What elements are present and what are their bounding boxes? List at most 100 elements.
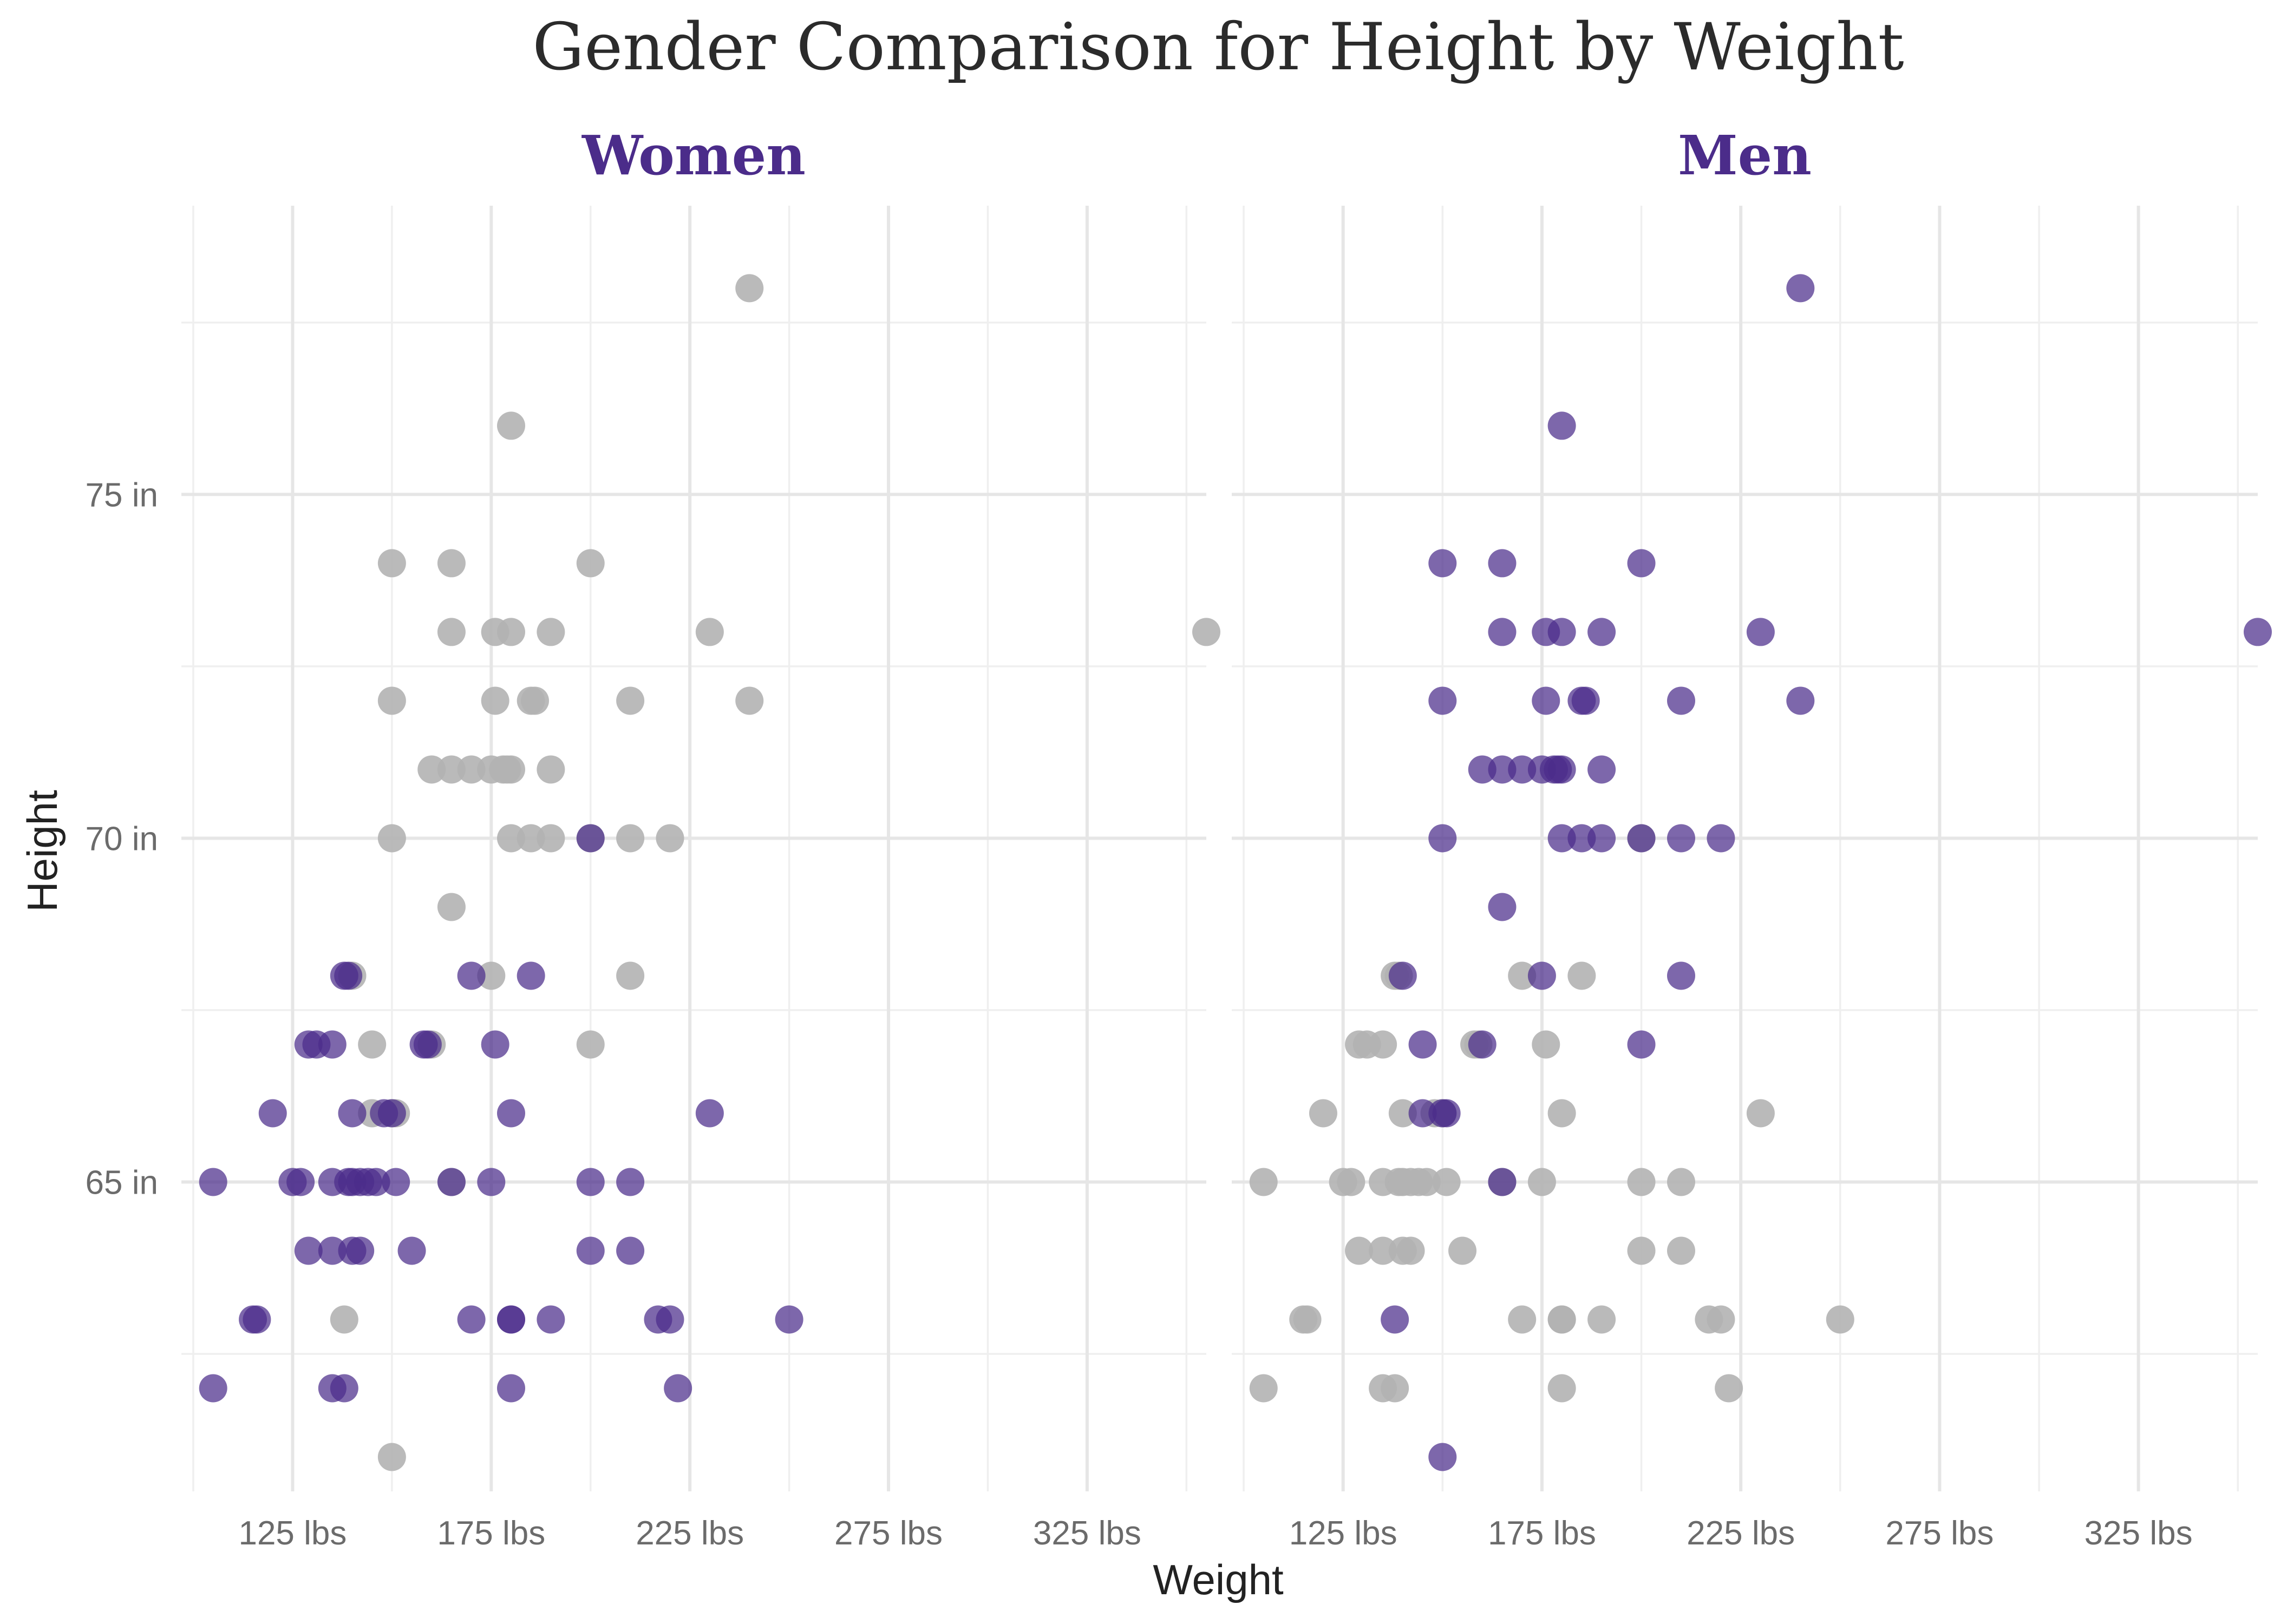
point-men-highlight [1627,549,1656,578]
point-men-highlight [1381,1305,1409,1334]
point-women-highlight [338,1099,367,1128]
point-men-highlight [1667,824,1695,853]
point-men-highlight [1468,755,1497,784]
point-women-highlight [477,1168,506,1196]
point-women-highlight [286,1168,315,1196]
point-men-context [437,549,466,578]
point-men-context [358,1030,387,1059]
panel-women: 125 lbs 175 lbs 225 lbs 275 lbs 325 lbs 65 in… [86,123,1220,1552]
point-men-highlight [1667,961,1695,990]
x-tick-label: 325 lbs [1033,1515,1141,1552]
point-women-context [1587,1305,1616,1334]
point-women-highlight [457,1305,486,1334]
point-women-highlight [258,1099,287,1128]
point-men-highlight [1428,1443,1457,1471]
point-women-context [1388,1099,1417,1128]
y-tick-label: 65 in [86,1164,158,1201]
point-women-context [1667,1236,1695,1265]
point-men-highlight [1547,411,1576,440]
point-men-highlight [1428,549,1457,578]
point-men-context [437,893,466,921]
point-men-context [537,618,565,646]
point-men-context [330,1305,358,1334]
point-men-highlight [1388,961,1417,990]
point-men-context [496,755,525,784]
point-men-context [521,686,550,715]
point-men-highlight [1786,686,1815,715]
x-tick-label: 175 lbs [437,1515,545,1552]
point-women-highlight [199,1374,227,1403]
point-men-context [481,686,509,715]
x-tick-label: 225 lbs [636,1515,744,1552]
point-women-context [1432,1168,1461,1196]
point-women-highlight [496,1305,525,1334]
point-men-context [517,824,545,853]
point-men-highlight [1488,618,1517,646]
point-women-highlight [517,961,545,990]
point-men-highlight [1532,686,1560,715]
point-women-context [1547,1374,1576,1403]
point-men-context [377,686,406,715]
y-axis-title: Height [18,790,66,912]
point-women-highlight [294,1236,323,1265]
point-men-context [377,824,406,853]
point-men-highlight [1786,274,1815,303]
point-women-highlight [382,1168,410,1196]
point-men-context [576,549,605,578]
point-men-highlight [1587,618,1616,646]
point-women-highlight [397,1236,426,1265]
x-tick-label: 325 lbs [2084,1515,2193,1552]
point-men-context [656,824,684,853]
point-women-context [1396,1236,1425,1265]
point-men-highlight [1527,961,1556,990]
point-women-highlight [334,961,363,990]
point-women-highlight [481,1030,509,1059]
point-women-context [1746,1099,1775,1128]
point-women-highlight [496,1099,525,1128]
point-men-context [496,618,525,646]
point-men-context [496,411,525,440]
point-men-context [437,618,466,646]
point-women-highlight [664,1374,692,1403]
y-tick-label: 75 in [86,476,158,514]
point-women-highlight [330,1374,358,1403]
point-women-context [1667,1168,1695,1196]
point-women-context [1369,1030,1397,1059]
point-men-context [377,1443,406,1471]
chart-title: Gender Comparison for Height by Weight [532,10,1904,85]
point-men-context [616,824,645,853]
point-women-highlight [413,1030,442,1059]
point-men-context [576,1030,605,1059]
point-men-highlight [1627,824,1656,853]
point-women-highlight [775,1305,803,1334]
point-women-highlight [457,961,486,990]
point-men-highlight [1408,1030,1437,1059]
point-women-context [1508,961,1537,990]
point-men-highlight [1567,824,1596,853]
point-women-context [1567,961,1596,990]
y-tick-label: 70 in [86,820,158,857]
point-men-highlight [1667,686,1695,715]
point-women-context [1532,1030,1560,1059]
x-tick-label: 275 lbs [1885,1515,1994,1552]
point-women-highlight [199,1168,227,1196]
point-women-highlight [496,1374,525,1403]
point-women-context [1369,1236,1397,1265]
point-women-highlight [318,1030,347,1059]
point-men-highlight [1587,755,1616,784]
point-men-highlight [1547,755,1576,784]
point-men-highlight [1707,824,1735,853]
panels-group: 125 lbs 175 lbs 225 lbs 275 lbs 325 lbs 65 in… [86,123,2272,1552]
x-tick-label: 275 lbs [834,1515,943,1552]
point-women-highlight [537,1305,565,1334]
point-men-highlight [1508,755,1537,784]
point-men-context [735,686,764,715]
point-women-context [1412,1168,1441,1196]
point-women-highlight [616,1236,645,1265]
x-tick-label: 125 lbs [238,1515,347,1552]
point-men-context [616,961,645,990]
point-women-context [1826,1305,1854,1334]
point-men-highlight [1488,893,1517,921]
point-women-context [1293,1305,1322,1334]
point-women-context [1448,1236,1477,1265]
